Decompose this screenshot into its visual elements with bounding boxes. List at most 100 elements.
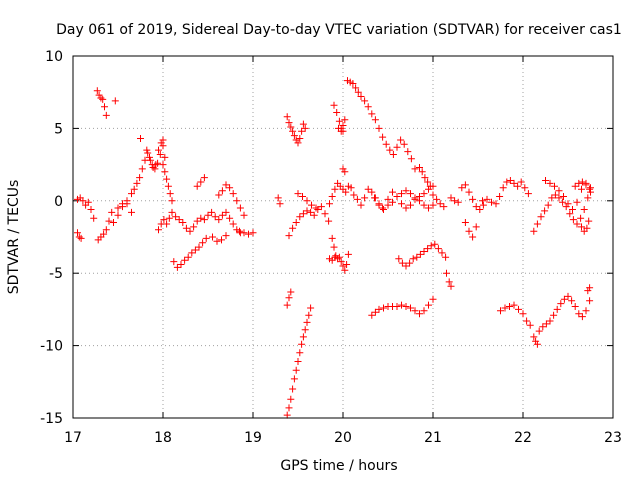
data-point	[157, 139, 165, 147]
data-point	[233, 197, 241, 205]
data-point	[583, 224, 591, 232]
data-point	[557, 300, 565, 308]
data-point	[77, 234, 85, 242]
x-tick-label: 20	[334, 430, 352, 446]
data-point	[440, 203, 448, 211]
data-point	[382, 140, 390, 148]
x-tick-label: 18	[154, 430, 172, 446]
data-point	[160, 216, 168, 224]
data-point	[411, 307, 419, 315]
data-point	[421, 174, 429, 182]
data-point	[371, 308, 379, 316]
data-point	[325, 217, 333, 225]
data-point	[472, 223, 480, 231]
x-axis-label: GPS time / hours	[280, 458, 397, 474]
data-point	[389, 151, 397, 158]
data-point	[544, 201, 552, 209]
data-point	[564, 200, 572, 208]
data-point	[503, 178, 511, 186]
data-point	[222, 232, 230, 240]
data-point	[289, 385, 297, 393]
data-point	[191, 246, 199, 254]
data-point	[429, 201, 437, 209]
data-point	[413, 253, 421, 261]
data-point	[240, 229, 248, 237]
data-point	[402, 204, 410, 212]
data-point	[218, 187, 226, 195]
data-point	[339, 262, 347, 270]
data-point	[143, 146, 151, 154]
data-point	[333, 109, 341, 116]
data-point	[285, 404, 293, 412]
data-point	[436, 200, 444, 208]
data-point	[398, 190, 405, 198]
data-point	[283, 411, 291, 419]
data-point	[578, 185, 585, 193]
data-point	[542, 177, 549, 184]
y-tick-label: 10	[45, 49, 63, 65]
data-point	[427, 242, 435, 250]
y-tick-label: -10	[40, 339, 63, 355]
data-point	[461, 219, 469, 226]
data-point	[236, 227, 243, 235]
data-point	[488, 198, 495, 206]
data-point	[341, 266, 349, 274]
data-point	[328, 193, 336, 200]
data-point	[420, 307, 428, 315]
data-point	[577, 214, 585, 222]
data-point	[397, 136, 405, 144]
data-point	[123, 197, 131, 205]
data-point	[87, 206, 95, 213]
data-point	[339, 122, 347, 129]
data-point	[283, 113, 291, 121]
data-point	[461, 181, 469, 189]
data-point	[379, 204, 387, 212]
x-tick-label: 21	[424, 430, 442, 446]
data-point	[137, 135, 144, 142]
data-point	[296, 349, 304, 357]
data-point	[548, 194, 556, 202]
data-point	[517, 178, 525, 186]
data-point	[354, 88, 362, 96]
data-point	[571, 303, 579, 310]
data-point	[550, 311, 558, 319]
data-point	[148, 161, 156, 169]
data-point	[434, 245, 442, 253]
data-point	[519, 310, 527, 318]
data-point	[586, 185, 594, 193]
data-point	[274, 194, 282, 202]
x-tick-label: 19	[244, 430, 262, 446]
data-point	[296, 135, 304, 142]
plot-frame	[72, 55, 614, 419]
data-point	[429, 191, 437, 199]
data-point	[398, 259, 406, 267]
data-point	[375, 201, 383, 209]
data-point	[190, 223, 198, 231]
data-point	[416, 310, 423, 318]
data-point	[213, 237, 221, 245]
data-point	[240, 211, 248, 219]
data-point	[584, 194, 592, 202]
data-point	[578, 223, 585, 231]
data-point	[451, 197, 459, 205]
data-point	[555, 194, 563, 202]
data-point	[560, 295, 568, 303]
data-point	[173, 263, 181, 271]
data-point	[168, 197, 176, 205]
data-point	[285, 232, 293, 240]
data-point	[208, 208, 216, 216]
data-point	[379, 133, 387, 141]
data-point	[361, 97, 369, 105]
data-point	[177, 261, 185, 268]
data-point	[541, 207, 549, 215]
data-point	[586, 297, 594, 305]
data-point	[175, 216, 183, 224]
data-point	[571, 182, 579, 190]
data-point	[276, 200, 284, 208]
data-point	[75, 233, 83, 241]
data-point	[303, 207, 311, 215]
data-point	[331, 253, 339, 261]
data-point	[310, 211, 318, 219]
data-point	[573, 198, 581, 206]
